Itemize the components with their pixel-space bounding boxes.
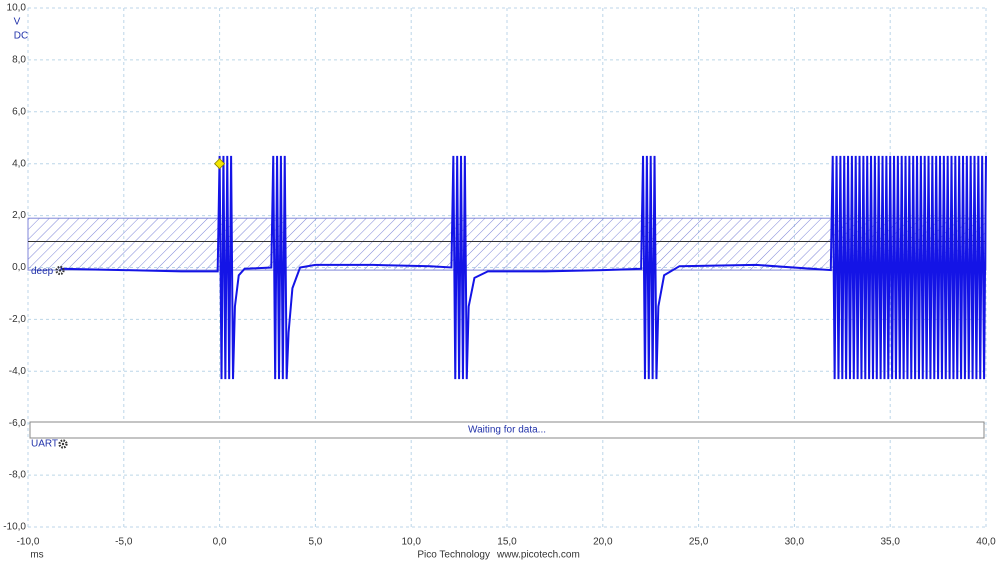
x-tick-label: 0,0	[213, 537, 227, 548]
x-tick-label: 10,0	[401, 537, 421, 548]
decoder-bar	[29, 421, 985, 439]
y-tick-label: 6,0	[12, 106, 26, 117]
settings-icon-hub	[58, 269, 62, 272]
y-tick-label: -6,0	[9, 418, 27, 429]
decoder-name: UART	[31, 439, 58, 450]
y-tick-label: 0,0	[12, 262, 26, 273]
coupling: DC	[14, 31, 28, 42]
hysteresis-band	[27, 217, 987, 271]
y-tick-label: -10,0	[3, 522, 26, 533]
y-tick-label: 8,0	[12, 55, 26, 66]
y-tick-label: 4,0	[12, 158, 26, 169]
trigger-marker[interactable]	[214, 158, 226, 170]
settings-icon-hub	[61, 442, 65, 446]
y-tick-label: 10,0	[7, 3, 27, 14]
x-tick-label: 40,0	[976, 537, 996, 548]
y-tick-label: -4,0	[9, 366, 27, 377]
x-tick-label: -10,0	[17, 537, 40, 548]
footer-url: www.picotech.com	[496, 550, 580, 561]
x-tick-label: 25,0	[689, 537, 709, 548]
y-tick-label: -8,0	[9, 470, 27, 481]
y-tick-label: 2,0	[12, 210, 26, 221]
x-tick-label: 15,0	[497, 537, 517, 548]
x-tick-label: 35,0	[880, 537, 900, 548]
settings-icon[interactable]	[55, 265, 65, 276]
decoder-status: Waiting for data...	[468, 425, 546, 436]
channel-label: deep	[31, 266, 54, 277]
x-unit: ms	[30, 550, 43, 561]
x-tick-label: 20,0	[593, 537, 613, 548]
signal-trace	[60, 155, 987, 380]
x-tick-label: 5,0	[308, 537, 322, 548]
footer-company: Pico Technology	[417, 550, 490, 561]
settings-icon[interactable]	[58, 439, 68, 449]
x-tick-label: 30,0	[785, 537, 805, 548]
x-tick-label: -5,0	[115, 537, 133, 548]
y-tick-label: -2,0	[9, 314, 27, 325]
y-unit: V	[14, 17, 21, 28]
